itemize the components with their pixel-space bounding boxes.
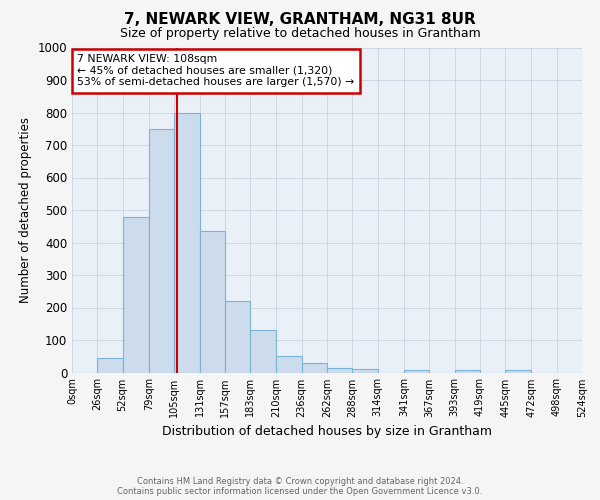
Bar [302,364,327,372]
X-axis label: Distribution of detached houses by size in Grantham: Distribution of detached houses by size … [162,425,492,438]
Text: Contains HM Land Registry data © Crown copyright and database right 2024.
Contai: Contains HM Land Registry data © Crown c… [118,476,482,496]
Bar [327,368,352,372]
Bar [122,216,149,372]
Bar [352,369,377,372]
Bar [97,358,122,372]
Bar [505,370,532,372]
Bar [225,301,250,372]
Bar [149,128,174,372]
Bar [277,356,302,372]
Text: 7 NEWARK VIEW: 108sqm
← 45% of detached houses are smaller (1,320)
53% of semi-d: 7 NEWARK VIEW: 108sqm ← 45% of detached … [77,54,355,87]
Bar [250,330,277,372]
Bar [455,370,480,372]
Bar [404,370,429,372]
Bar [174,112,200,372]
Text: 7, NEWARK VIEW, GRANTHAM, NG31 8UR: 7, NEWARK VIEW, GRANTHAM, NG31 8UR [124,12,476,28]
Text: Size of property relative to detached houses in Grantham: Size of property relative to detached ho… [119,28,481,40]
Bar [199,231,225,372]
Y-axis label: Number of detached properties: Number of detached properties [19,117,32,303]
